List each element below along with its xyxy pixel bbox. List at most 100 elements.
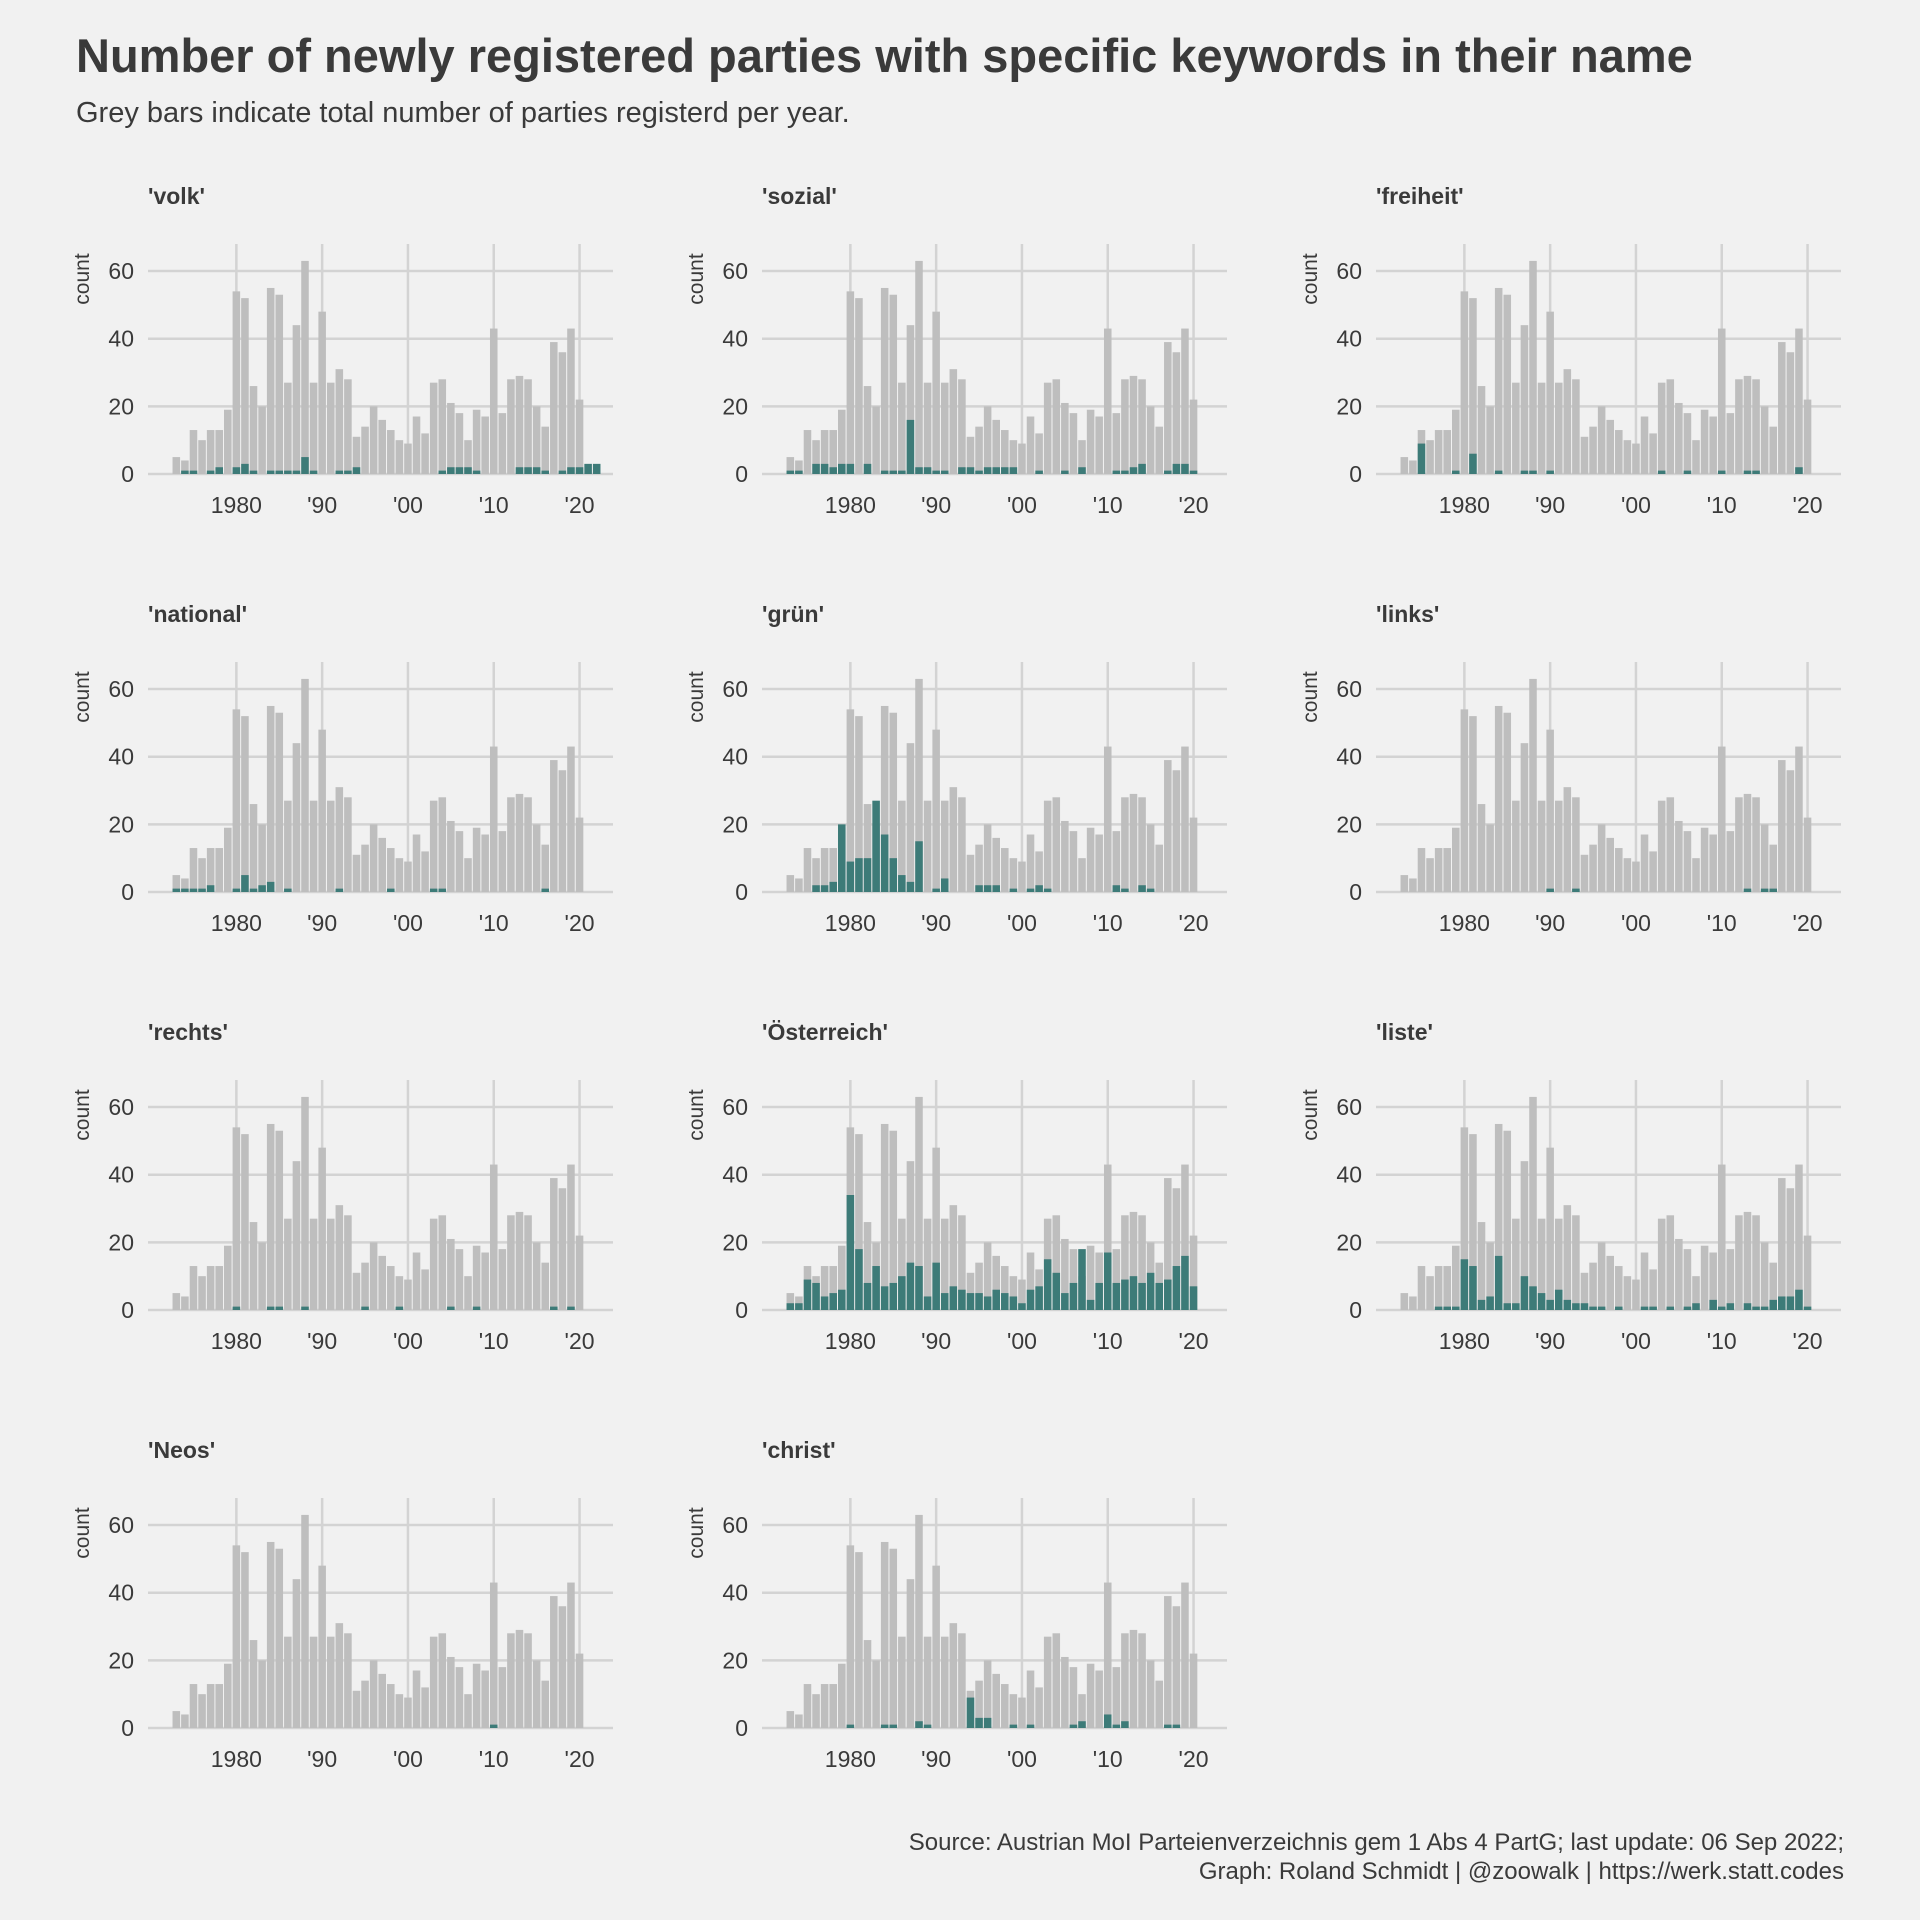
y-tick-label: 20 [108,393,134,419]
total-bar [983,406,992,474]
total-bar [224,1245,232,1310]
total-bar [1769,844,1777,892]
total-bar [983,1242,992,1310]
x-tick-label: '10 [1707,1328,1737,1354]
total-bar [940,1636,949,1728]
total-bar [855,1134,863,1310]
total-bar [1615,430,1623,474]
total-bar [395,858,404,892]
keyword-bar [352,467,361,474]
total-bar [1026,834,1035,892]
total-bar [335,369,344,474]
y-tick-label: 60 [1336,676,1362,702]
keyword-bar [812,885,820,892]
keyword-bar [1121,470,1129,474]
y-tick-label: 20 [722,1229,748,1255]
keyword-bar [1743,470,1752,474]
x-tick-label: '90 [1535,1328,1565,1354]
keyword-bar [966,1697,975,1728]
total-bar [567,1164,575,1310]
total-bar [395,1694,404,1728]
y-tick-label: 20 [722,1647,748,1673]
keyword-bar [1018,1303,1026,1310]
keyword-bar [1649,1306,1657,1310]
total-bar [344,1215,352,1310]
keyword-bar [846,463,855,474]
total-bar [249,1640,258,1728]
keyword-bar [1112,470,1121,474]
keyword-bar [855,1249,863,1310]
total-bar [949,1623,958,1728]
keyword-bar [584,463,592,474]
total-bar [507,1215,515,1310]
total-bar [447,402,455,474]
keyword-bar [1078,467,1086,474]
total-bar [1477,1222,1486,1310]
keyword-bar [1172,1266,1181,1310]
total-bar [326,1218,335,1310]
keyword-bar [258,885,266,892]
total-bar [1069,1249,1078,1310]
keyword-bar [1138,1282,1146,1310]
keyword-bar [1640,1306,1649,1310]
total-bar [472,1245,481,1310]
total-bar [949,787,958,892]
keyword-bar [567,467,575,474]
total-bar [438,1633,447,1728]
total-bar [472,827,481,892]
total-bar [395,440,404,474]
total-bar [507,797,515,892]
total-bar [352,1272,361,1310]
x-tick-label: '10 [479,1746,509,1772]
panel-links: 'links' 0 20 40 60 1980 '90 '00 '10 '20 count [1299,601,1841,936]
total-bar [1700,1245,1709,1310]
keyword-bar [515,467,524,474]
total-bar [1095,1670,1103,1728]
x-tick-label: '90 [307,1328,337,1354]
keyword-bar [215,467,223,474]
x-tick-label: 1980 [211,1328,262,1354]
total-bar [1632,1279,1640,1310]
total-bar [1138,1215,1146,1310]
total-bar [1657,382,1666,474]
keyword-bar [1743,888,1752,892]
total-bar [215,848,223,892]
total-bar [541,844,549,892]
total-bar [1009,1276,1018,1310]
total-bar [361,1680,369,1728]
y-tick-label: 60 [722,676,748,702]
y-tick-label: 20 [1336,1229,1362,1255]
keyword-bar [1189,470,1198,474]
total-bar [1426,440,1434,474]
total-bar [284,1218,292,1310]
keyword-bar [541,470,549,474]
total-bar [1189,1653,1198,1728]
total-bar [872,1660,880,1728]
keyword-bar [1512,1303,1520,1310]
total-bar [820,1684,829,1728]
keyword-bar [795,470,803,474]
total-bar [1172,1188,1181,1310]
total-bar [1494,1123,1503,1310]
y-tick-label: 0 [735,461,748,487]
keyword-bar [812,1282,820,1310]
keyword-bar [786,470,795,474]
total-bar [992,1673,1000,1728]
keyword-bar [1112,1724,1121,1728]
total-bar [932,1565,940,1728]
total-bar [923,382,932,474]
total-bar [292,325,301,474]
total-bar [786,1293,795,1310]
total-bar [1554,382,1563,474]
total-bar [258,406,266,474]
keyword-bar [906,419,915,474]
total-bar [966,854,975,892]
total-bar [958,1215,966,1310]
keyword-bar [1138,885,1146,892]
keyword-bar [915,1721,923,1728]
total-bar [181,878,189,892]
total-bar [966,1272,975,1310]
total-bar [1589,426,1597,474]
total-bar [489,746,498,892]
total-bar [1683,413,1692,474]
